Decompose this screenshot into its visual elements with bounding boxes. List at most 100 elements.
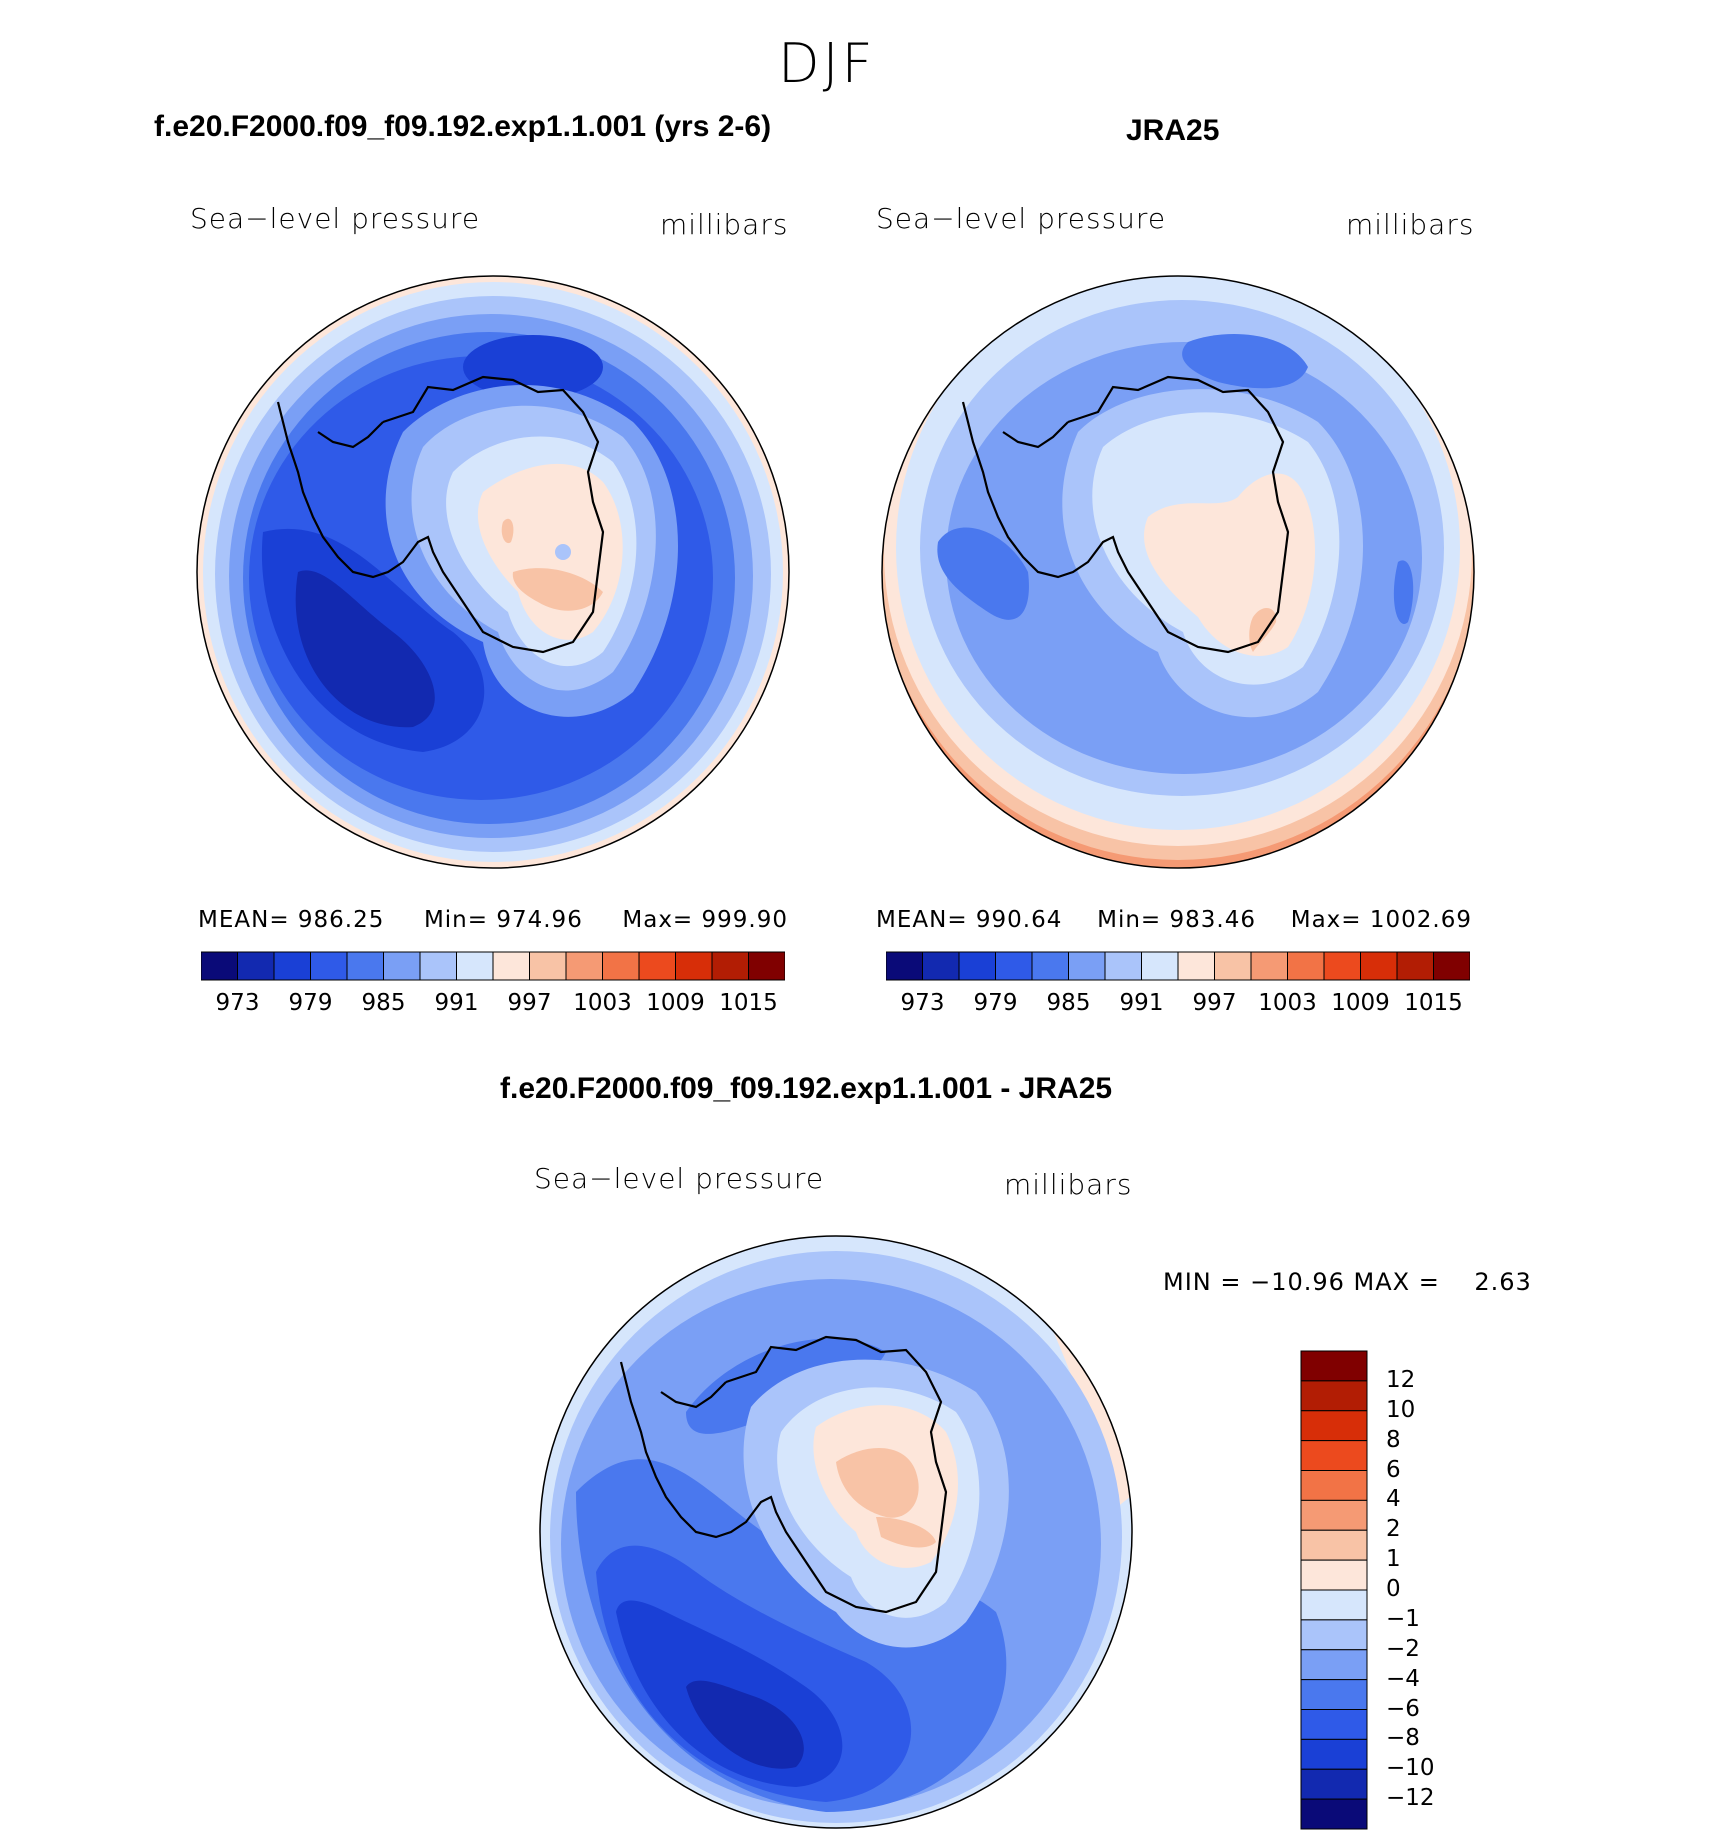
colorbar-tick-label: 1015 bbox=[1404, 990, 1463, 1016]
colorbar-swatch bbox=[922, 951, 960, 981]
colorbar-swatch bbox=[310, 951, 348, 981]
colorbar-swatch bbox=[748, 951, 785, 981]
colorbar-swatch bbox=[237, 951, 275, 981]
colorbar-tick-label: 973 bbox=[215, 990, 260, 1016]
colorbar-tick-label: 1003 bbox=[573, 990, 632, 1016]
colorbar-tick-label: 997 bbox=[507, 990, 552, 1016]
colorbar-swatch bbox=[1300, 1589, 1368, 1621]
colorbar-tick-label: −2 bbox=[1386, 1635, 1420, 1662]
colorbar-tick-label: −12 bbox=[1386, 1785, 1435, 1812]
colorbar-tick-label: 1003 bbox=[1258, 990, 1317, 1016]
colorbar-swatch bbox=[1300, 1529, 1368, 1561]
colorbar-tick-label: 2 bbox=[1386, 1516, 1401, 1543]
colorbar-tick-label: 0 bbox=[1386, 1576, 1401, 1602]
colorbar-swatch bbox=[529, 951, 567, 981]
colorbar-tick-label: 6 bbox=[1386, 1456, 1401, 1483]
colorbar-diff bbox=[1300, 1350, 1368, 1830]
colorbar-swatch bbox=[1031, 951, 1069, 981]
colorbar-swatch bbox=[346, 951, 384, 981]
colorbar-swatch bbox=[1300, 1738, 1368, 1770]
colorbar-swatch bbox=[1177, 951, 1215, 981]
panel-title-model: f.e20.F2000.f09_f09.192.exp1.1.001 (yrs … bbox=[154, 110, 772, 143]
colorbar-diff-ticks: 12 10 8 6 4 2 1 0 −1 −2 −4 −6 −8 −10 −12 bbox=[1386, 1350, 1466, 1830]
colorbar-swatch bbox=[1300, 1350, 1368, 1382]
colorbar-tick-label: 997 bbox=[1192, 990, 1237, 1016]
colorbar-swatch bbox=[201, 951, 238, 981]
colorbar-tick-label: −1 bbox=[1386, 1605, 1420, 1632]
colorbar-swatch bbox=[1300, 1559, 1368, 1591]
field-label-model: Sea−level pressure bbox=[190, 202, 481, 235]
polar-map-diff bbox=[539, 1235, 1133, 1829]
colorbar-tick-label: 4 bbox=[1386, 1486, 1401, 1513]
polar-map-obs bbox=[881, 275, 1475, 869]
minmax-diff: MIN = −10.96 MAX = 2.63 bbox=[1163, 1268, 1532, 1296]
colorbar-tick-label: 985 bbox=[361, 990, 406, 1016]
colorbar-tick-label: 10 bbox=[1386, 1396, 1416, 1423]
colorbar-swatch bbox=[565, 951, 603, 981]
colorbar-tick-label: 985 bbox=[1046, 990, 1091, 1016]
colorbar-swatch bbox=[995, 951, 1033, 981]
colorbar-swatch bbox=[1300, 1768, 1368, 1800]
colorbar-swatch bbox=[1323, 951, 1361, 981]
coastline bbox=[276, 375, 605, 654]
colorbar-tick-label: 1009 bbox=[646, 990, 705, 1016]
colorbar-swatch bbox=[1068, 951, 1106, 981]
colorbar-swatch bbox=[675, 951, 713, 981]
colorbar-tick-label: −10 bbox=[1386, 1755, 1435, 1782]
colorbar-swatch bbox=[638, 951, 676, 981]
colorbar-tick-label: −8 bbox=[1386, 1725, 1420, 1752]
colorbar-tick-label: 991 bbox=[434, 990, 479, 1016]
colorbar-swatch bbox=[273, 951, 311, 981]
colorbar-swatch bbox=[602, 951, 640, 981]
colorbar-tick-label: 8 bbox=[1386, 1426, 1401, 1453]
colorbar-swatch bbox=[1396, 951, 1434, 981]
colorbar-swatch bbox=[1300, 1798, 1368, 1830]
colorbar-swatch bbox=[1300, 1380, 1368, 1412]
units-label-model: millibars bbox=[660, 208, 789, 241]
colorbar-swatch bbox=[1300, 1470, 1368, 1501]
colorbar-swatch bbox=[1300, 1619, 1368, 1651]
colorbar-swatch bbox=[1141, 951, 1179, 981]
colorbar-swatch bbox=[492, 951, 530, 981]
colorbar-swatch bbox=[1214, 951, 1252, 981]
colorbar-model bbox=[201, 951, 785, 981]
colorbar-swatch bbox=[958, 951, 996, 981]
colorbar-swatch bbox=[1300, 1649, 1368, 1681]
colorbar-tick-label: 973 bbox=[900, 990, 945, 1016]
colorbar-swatch bbox=[1287, 951, 1325, 981]
colorbar-swatch bbox=[1300, 1679, 1368, 1710]
colorbar-tick-label: 1 bbox=[1386, 1546, 1401, 1573]
field-label-diff: Sea−level pressure bbox=[534, 1162, 825, 1195]
panel-title-obs: JRA25 bbox=[1126, 114, 1220, 147]
field-label-obs: Sea−level pressure bbox=[876, 202, 1167, 235]
colorbar-swatch bbox=[1300, 1499, 1368, 1531]
colorbar-swatch bbox=[1360, 951, 1398, 981]
colorbar-tick-label: 12 bbox=[1386, 1366, 1416, 1393]
colorbar-tick-label: 979 bbox=[288, 990, 333, 1016]
colorbar-tick-label: 979 bbox=[973, 990, 1018, 1016]
colorbar-tick-label: 1015 bbox=[719, 990, 778, 1016]
colorbar-swatch bbox=[1300, 1709, 1368, 1740]
colorbar-obs-ticks: 973 979 985 991 997 1003 1009 1015 bbox=[886, 990, 1470, 1020]
colorbar-swatch bbox=[1250, 951, 1288, 981]
colorbar-swatch bbox=[1300, 1410, 1368, 1442]
colorbar-tick-label: 991 bbox=[1119, 990, 1164, 1016]
colorbar-swatch bbox=[711, 951, 749, 981]
colorbar-model-ticks: 973 979 985 991 997 1003 1009 1015 bbox=[201, 990, 785, 1020]
colorbar-obs bbox=[886, 951, 1470, 981]
stats-obs: MEAN= 990.64 Min= 983.46 Max= 1002.69 bbox=[876, 907, 1472, 933]
coastline bbox=[961, 375, 1290, 654]
units-label-diff: millibars bbox=[1004, 1168, 1133, 1201]
colorbar-swatch bbox=[886, 951, 923, 981]
colorbar-swatch bbox=[456, 951, 494, 981]
colorbar-swatch bbox=[419, 951, 457, 981]
polar-map-model bbox=[196, 275, 790, 869]
colorbar-swatch bbox=[1433, 951, 1470, 981]
colorbar-tick-label: 1009 bbox=[1331, 990, 1390, 1016]
colorbar-tick-label: −6 bbox=[1386, 1695, 1420, 1722]
colorbar-swatch bbox=[1104, 951, 1142, 981]
coastline bbox=[619, 1335, 948, 1614]
panel-title-diff: f.e20.F2000.f09_f09.192.exp1.1.001 - JRA… bbox=[500, 1072, 1113, 1105]
colorbar-tick-label: −4 bbox=[1386, 1665, 1420, 1692]
units-label-obs: millibars bbox=[1346, 208, 1475, 241]
